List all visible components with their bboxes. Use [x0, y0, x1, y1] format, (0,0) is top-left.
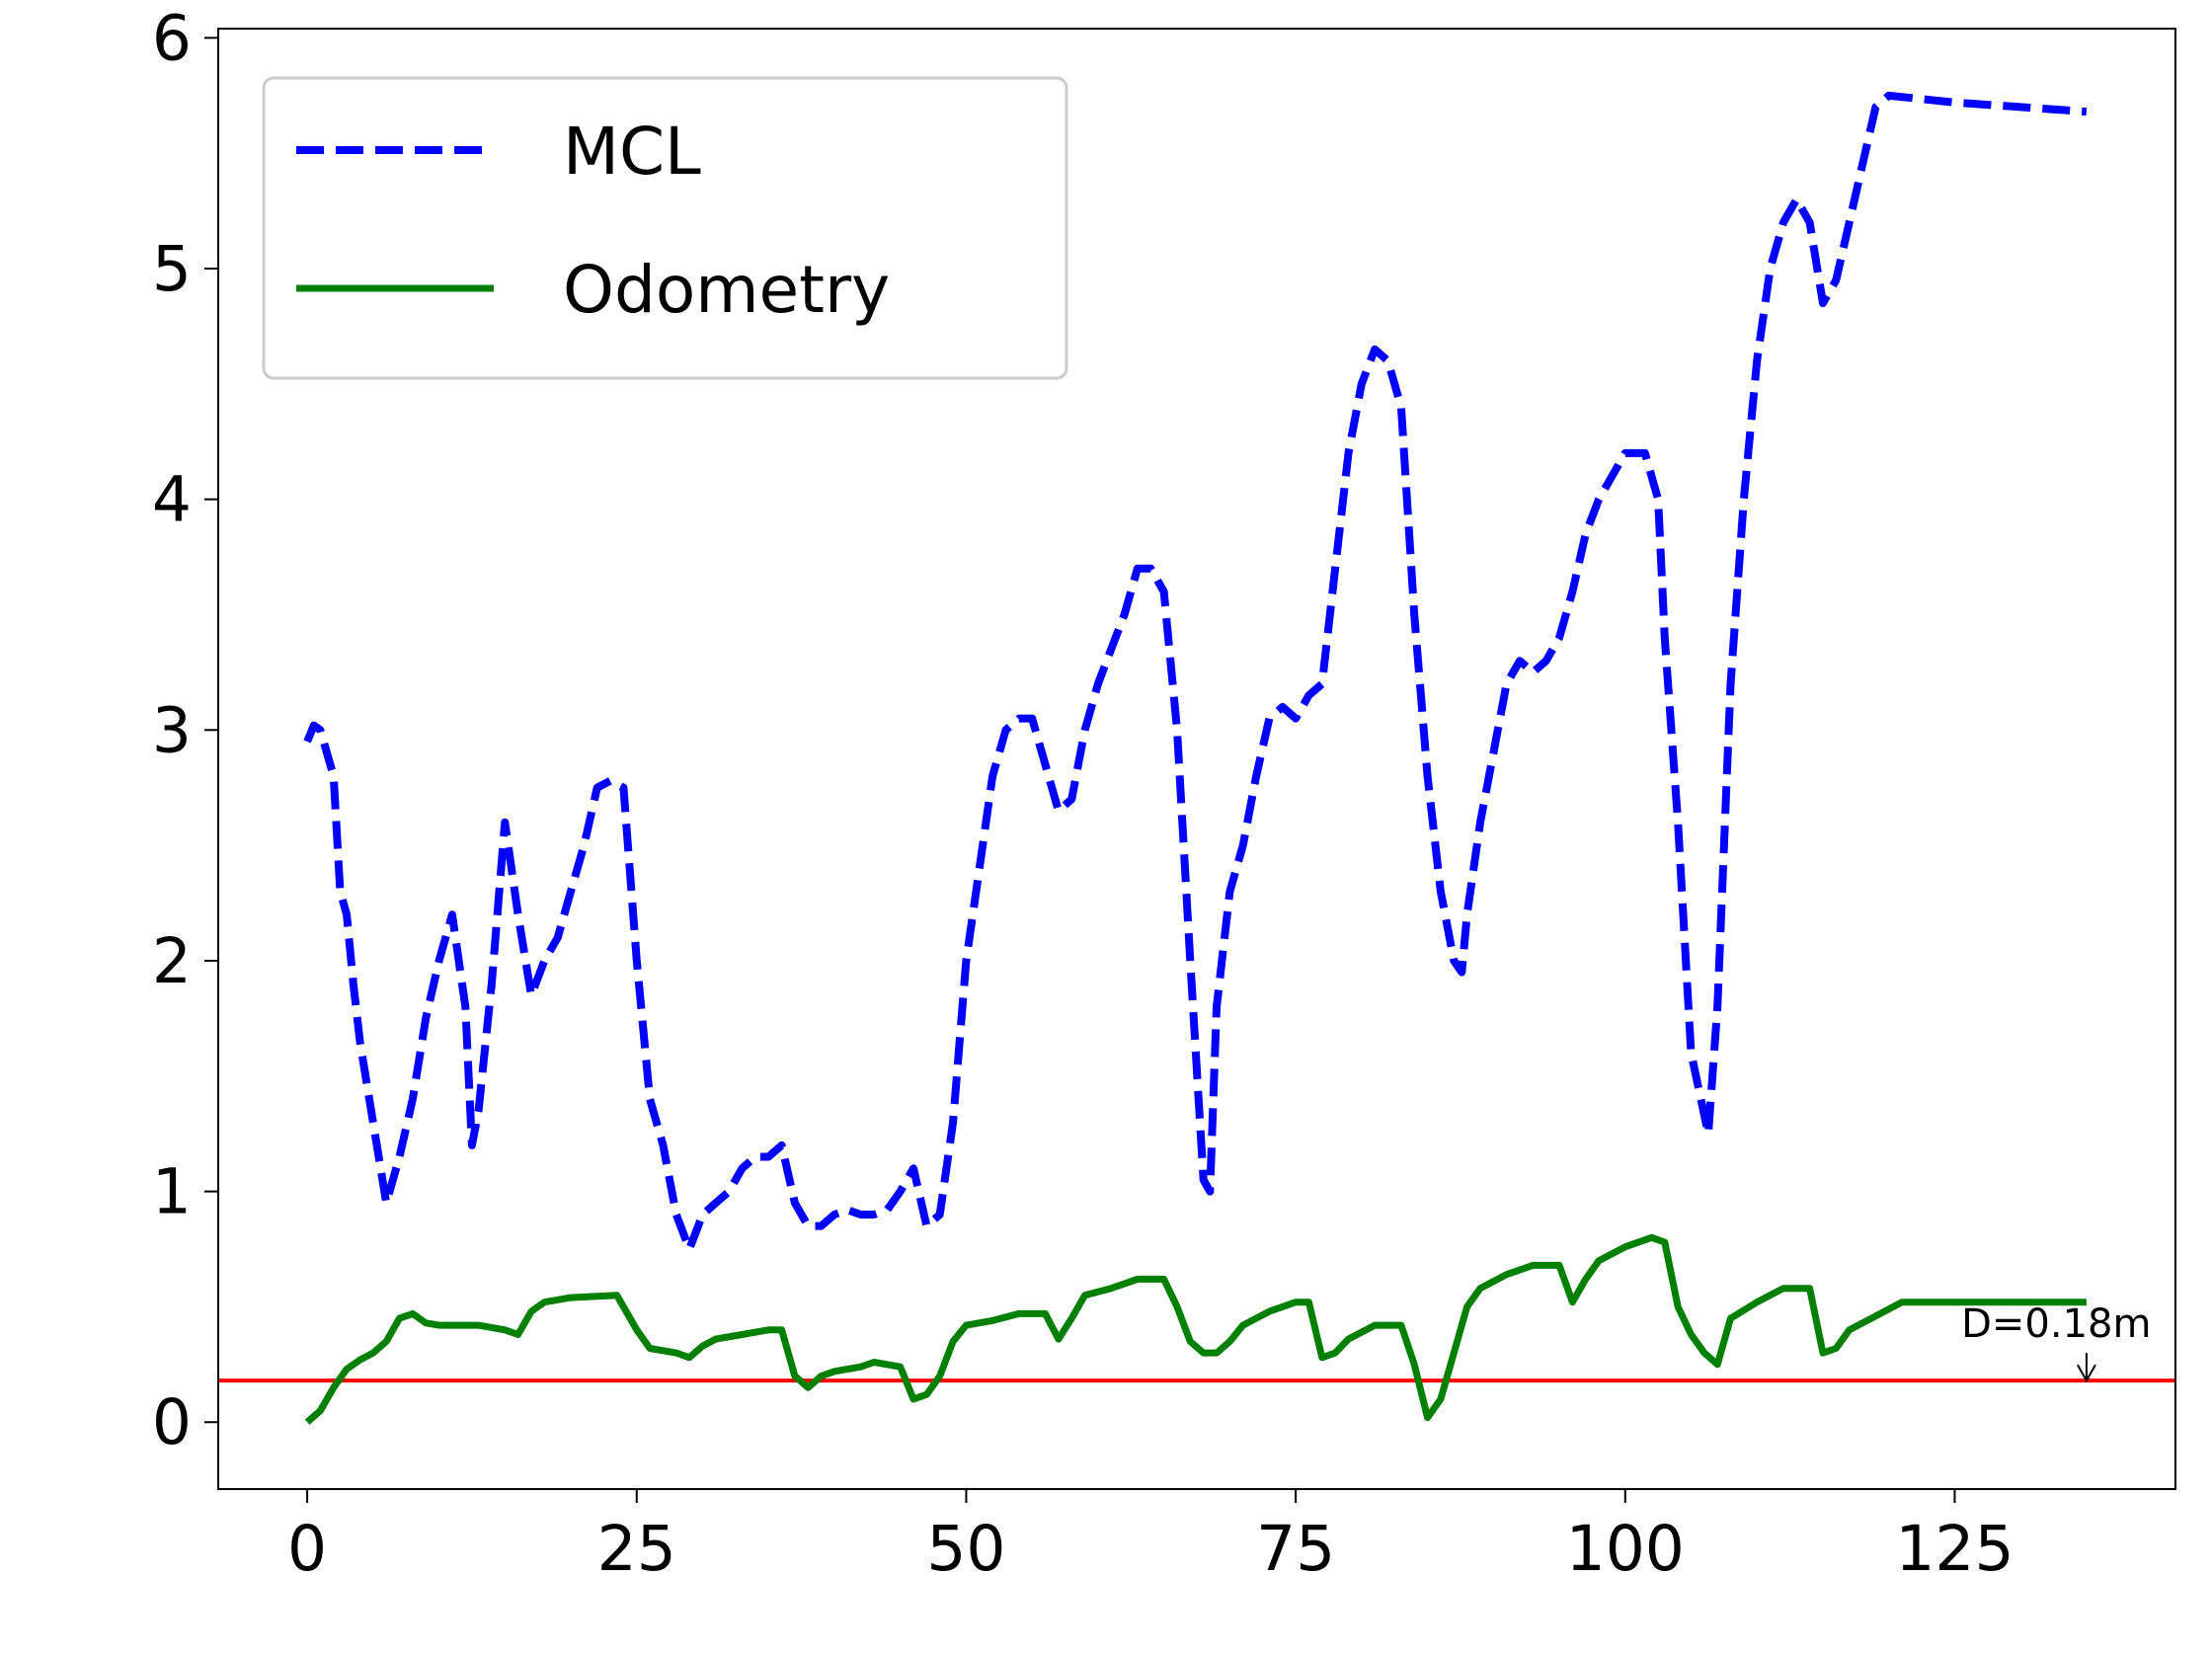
y-tick-label: 4 [152, 464, 192, 536]
x-tick-label: 50 [926, 1513, 1005, 1585]
y-tick-label: 1 [152, 1156, 192, 1228]
overlay: 0 25 50 75 100 125 0 1 2 3 4 5 6 D=0.18m MCL Odometry [152, 2, 2176, 1585]
series-line [304, 1233, 2087, 1425]
x-tick-label: 125 [1895, 1513, 2014, 1585]
axes-frame [217, 28, 2176, 1490]
x-tick-label: 25 [597, 1513, 676, 1585]
y-tick-label: 6 [152, 2, 192, 74]
plot-area [218, 91, 2175, 1425]
y-tick-label: 0 [152, 1386, 192, 1458]
series-line [303, 91, 2088, 1253]
legend-label: Odometry [563, 252, 890, 328]
annotation-arrow [2077, 1353, 2096, 1383]
y-tick-label: 2 [152, 925, 192, 997]
x-tick-label: 100 [1566, 1513, 1685, 1585]
y-tick-label: 5 [152, 233, 192, 305]
legend: MCL Odometry [262, 76, 1068, 380]
legend-label: MCL [563, 114, 701, 190]
y-tick-label: 3 [152, 694, 192, 766]
x-tick-label: 75 [1256, 1513, 1335, 1585]
annotation: D=0.18m [1961, 1301, 2151, 1347]
x-tick-label: 0 [287, 1513, 327, 1585]
